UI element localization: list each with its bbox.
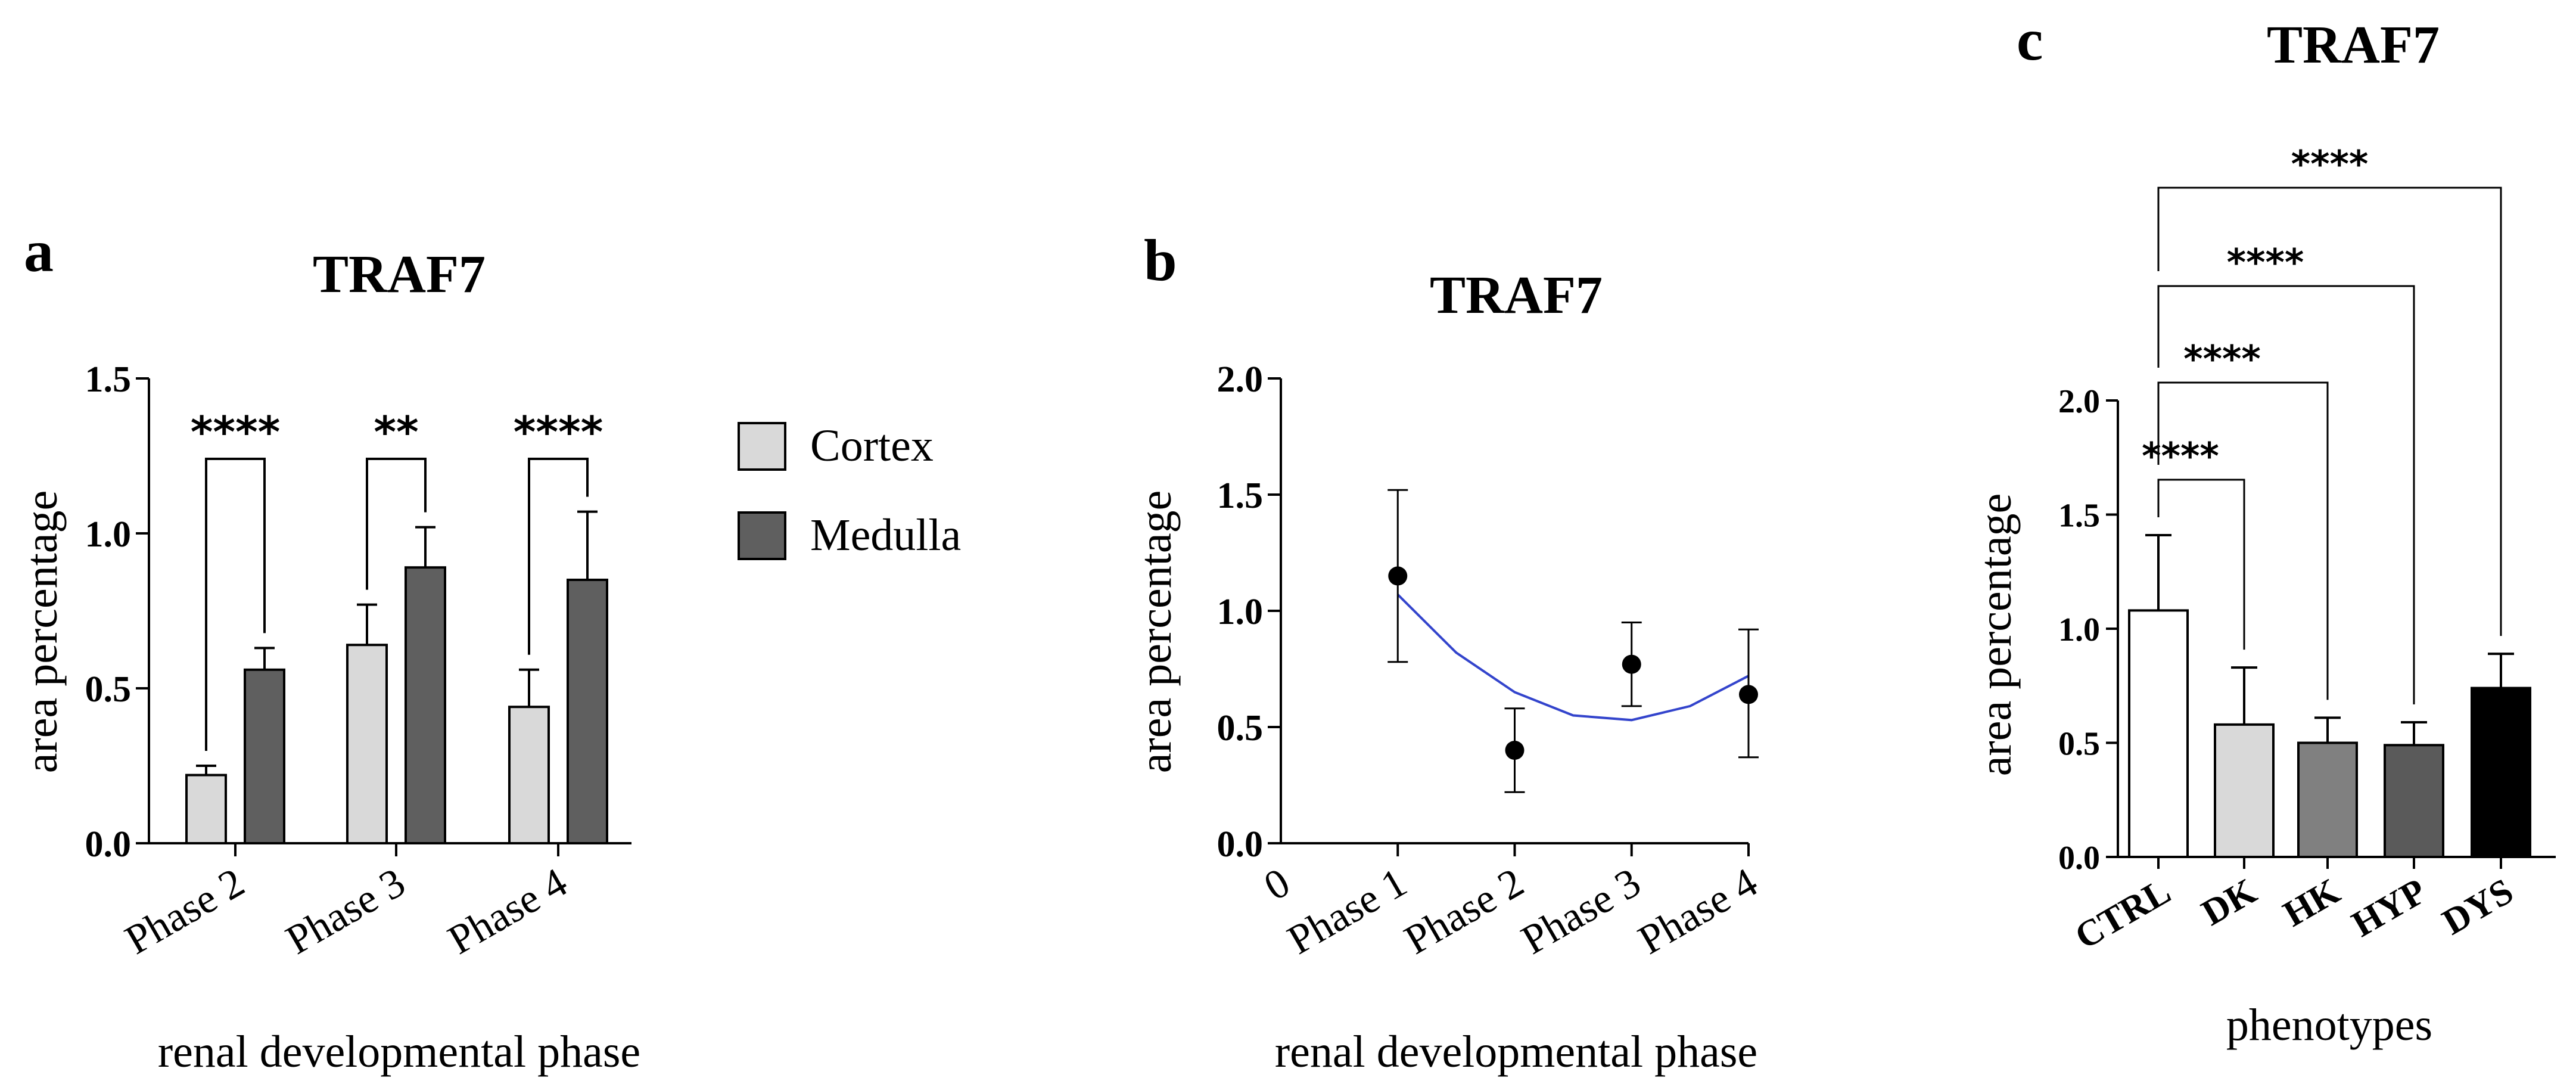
panel-b-letter: b (1144, 227, 1177, 293)
significance-bracket (366, 458, 427, 590)
y-tick-label: 0.0 (2058, 840, 2100, 877)
y-tick-label: 2.0 (1217, 359, 1264, 400)
x-tick-label: Phase 4 (1631, 859, 1765, 964)
y-tick-label: 1.5 (1217, 476, 1264, 516)
data-point (1622, 654, 1641, 674)
x-tick-label: Phase 4 (441, 859, 575, 964)
panel-a-plot: 0.0 0.5 1.0 1.5 Phase 2 **** Phase 3 ** Phase 4 *… (85, 359, 631, 964)
y-tick-label: 0.5 (2058, 726, 2100, 763)
significance-bracket (528, 458, 589, 655)
significance-bracket (2157, 187, 2502, 636)
bar-dk (2214, 723, 2275, 858)
x-tick-label: Phase 3 (279, 859, 413, 964)
significance-label: **** (2291, 142, 2369, 186)
x-tick-label: Phase 3 (1514, 859, 1648, 964)
bar-hk (2297, 741, 2358, 858)
y-tick-label: 1.5 (2058, 498, 2100, 535)
legend: Cortex Medulla (738, 421, 961, 560)
y-tick-label: 1.0 (1217, 592, 1264, 632)
significance-label: ** (374, 407, 418, 457)
x-tick-label: Phase 2 (1397, 859, 1531, 964)
fit-curve (1396, 594, 1749, 722)
bar-cortex (185, 774, 227, 844)
bar-cortex (508, 706, 550, 844)
significance-bracket (2157, 479, 2245, 650)
x-tick-label: Phase 1 (1280, 859, 1414, 964)
panel-c-letter: c (2017, 7, 2043, 73)
x-tick-label: HK (2276, 871, 2347, 934)
y-tick-label: 2.0 (2058, 383, 2100, 420)
data-point (1739, 685, 1758, 704)
significance-bracket (2157, 381, 2329, 700)
panel-b-xlabel: renal developmental phase (1275, 1027, 1757, 1077)
panel-a-title: TRAF7 (313, 245, 486, 304)
y-tick-label: 0.0 (1217, 824, 1264, 865)
y-tick-label: 1.0 (85, 514, 132, 555)
legend-label-medulla: Medulla (810, 510, 961, 560)
x-tick-label: CTRL (2068, 871, 2177, 957)
panel-a-ylabel: area percentage (17, 490, 67, 774)
significance-bracket (2157, 285, 2415, 705)
y-tick-label: 0.0 (85, 824, 132, 865)
panel-a-letter: a (24, 218, 54, 284)
bar-medulla (405, 566, 446, 844)
data-point (1388, 566, 1408, 586)
legend-swatch-medulla (738, 511, 786, 560)
panel-c-ylabel: area percentage (1971, 493, 2021, 776)
x-tick-label: 0 (1256, 859, 1298, 909)
bar-cortex (346, 644, 388, 844)
bar-dys (2471, 687, 2531, 858)
significance-label: **** (191, 407, 281, 457)
panel-c-title: TRAF7 (2267, 15, 2440, 74)
significance-bracket (205, 458, 266, 751)
legend-swatch-cortex (738, 422, 786, 471)
legend-label-cortex: Cortex (810, 421, 934, 471)
panel-b-title: TRAF7 (1430, 266, 1603, 325)
x-tick-label: DYS (2436, 871, 2520, 943)
y-tick-label: 1.0 (2058, 611, 2100, 648)
significance-label: **** (514, 407, 603, 457)
significance-label: **** (2183, 337, 2261, 381)
panel-c-xlabel: phenotypes (2226, 1000, 2432, 1050)
bar-medulla (567, 579, 608, 844)
y-tick-label: 0.5 (1217, 708, 1264, 748)
bar-hyp (2384, 744, 2444, 858)
significance-label: **** (2227, 241, 2304, 284)
x-tick-label: DK (2195, 871, 2263, 933)
bar-ctrl (2128, 609, 2189, 858)
y-tick-label: 1.5 (85, 359, 132, 400)
panel-b-ylabel: area percentage (1131, 490, 1181, 774)
data-point (1505, 741, 1525, 760)
x-tick-label: Phase 2 (118, 859, 252, 964)
significance-label: **** (2142, 434, 2219, 478)
x-tick-label: HYP (2345, 871, 2433, 945)
panel-a-xlabel: renal developmental phase (158, 1027, 640, 1077)
y-tick-label: 0.5 (85, 669, 132, 710)
bar-medulla (244, 668, 285, 845)
